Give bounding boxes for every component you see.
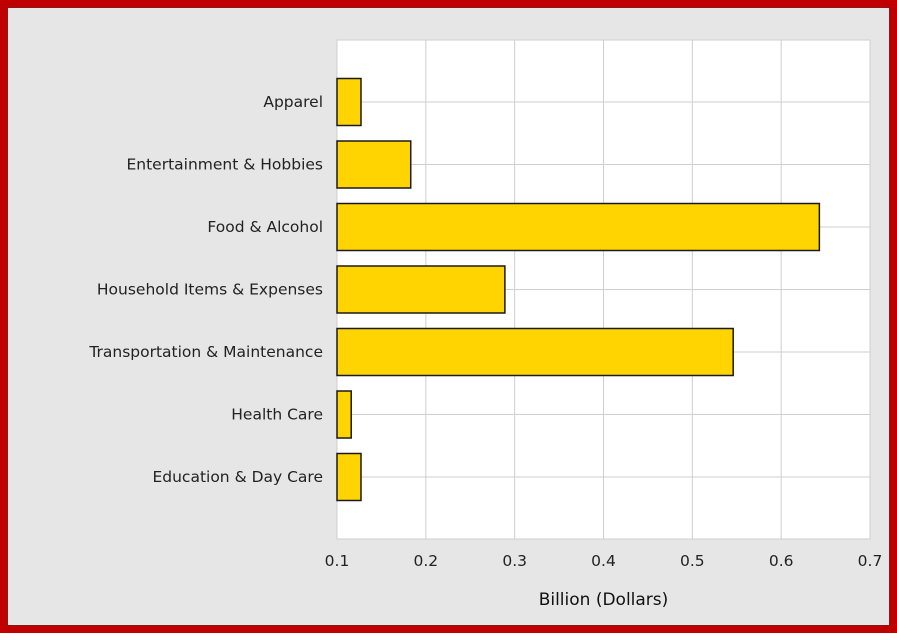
bar-chart: Apparel Entertainment & Hobbies Food & Alc… <box>88 39 883 610</box>
bars <box>336 77 821 502</box>
bar <box>336 77 362 127</box>
category-label: Health Care <box>231 406 323 424</box>
x-tick-label: 0.6 <box>769 552 794 570</box>
x-tick-label: 0.7 <box>858 552 883 570</box>
category-label: Food & Alcohol <box>207 218 323 236</box>
category-label: Education & Day Care <box>152 468 323 486</box>
category-labels: Apparel Entertainment & Hobbies Food & Alc… <box>88 93 323 486</box>
category-label: Apparel <box>263 93 323 111</box>
bar <box>336 327 734 377</box>
category-label: Entertainment & Hobbies <box>126 156 323 174</box>
x-tick-label: 0.2 <box>414 552 439 570</box>
bar <box>336 140 412 189</box>
x-tick-label: 0.3 <box>502 552 527 570</box>
category-label: Transportation & Maintenance <box>88 343 323 361</box>
bar <box>336 265 506 314</box>
x-tick-labels: 0.1 0.2 0.3 0.4 0.5 0.6 0.7 <box>325 552 883 570</box>
x-tick-label: 0.4 <box>591 552 616 570</box>
x-axis-title: Billion (Dollars) <box>539 590 669 610</box>
category-label: Household Items & Expenses <box>97 281 323 299</box>
x-tick-label: 0.5 <box>680 552 705 570</box>
bar <box>336 390 352 439</box>
bar <box>336 202 821 252</box>
x-tick-label: 0.1 <box>325 552 350 570</box>
bar <box>336 452 362 502</box>
